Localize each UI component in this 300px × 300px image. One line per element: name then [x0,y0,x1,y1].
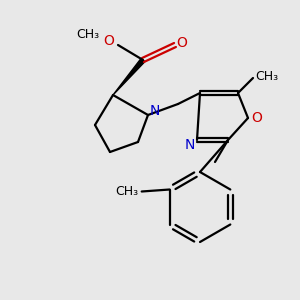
Text: N: N [185,138,195,152]
Text: O: O [177,36,188,50]
Text: O: O [252,111,262,125]
Text: O: O [103,34,114,48]
Text: N: N [150,104,160,118]
Text: CH₃: CH₃ [76,28,100,41]
Polygon shape [113,58,145,95]
Text: CH₃: CH₃ [255,70,279,83]
Text: CH₃: CH₃ [115,185,138,198]
